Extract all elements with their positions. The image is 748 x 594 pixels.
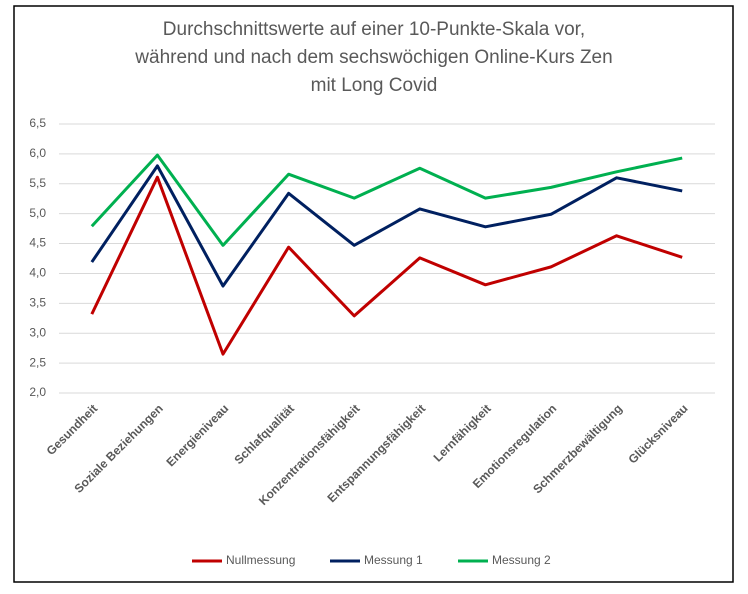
chart-frame <box>13 5 734 583</box>
y-tick-label: 4,5 <box>29 236 46 250</box>
legend-label: Nullmessung <box>226 553 295 567</box>
chart-title: während und nach dem sechswöchigen Onlin… <box>134 47 612 68</box>
series-line <box>90 164 683 288</box>
y-tick-label: 4,0 <box>29 266 46 280</box>
y-tick-label: 2,5 <box>29 355 46 369</box>
y-tick-label: 6,0 <box>29 146 46 160</box>
chart-title: Durchschnittswerte auf einer 10-Punkte-S… <box>163 19 585 40</box>
series-line <box>90 153 683 247</box>
y-tick-label: 5,0 <box>29 206 46 220</box>
y-tick-label: 2,0 <box>29 385 46 399</box>
y-tick-label: 5,5 <box>29 176 46 190</box>
legend-label: Messung 1 <box>364 553 423 567</box>
y-tick-label: 3,0 <box>29 325 46 339</box>
series-line <box>90 175 683 356</box>
y-tick-label: 3,5 <box>29 296 46 310</box>
y-tick-label: 6,5 <box>29 116 46 130</box>
legend-label: Messung 2 <box>492 553 551 567</box>
chart-title: mit Long Covid <box>311 75 438 96</box>
